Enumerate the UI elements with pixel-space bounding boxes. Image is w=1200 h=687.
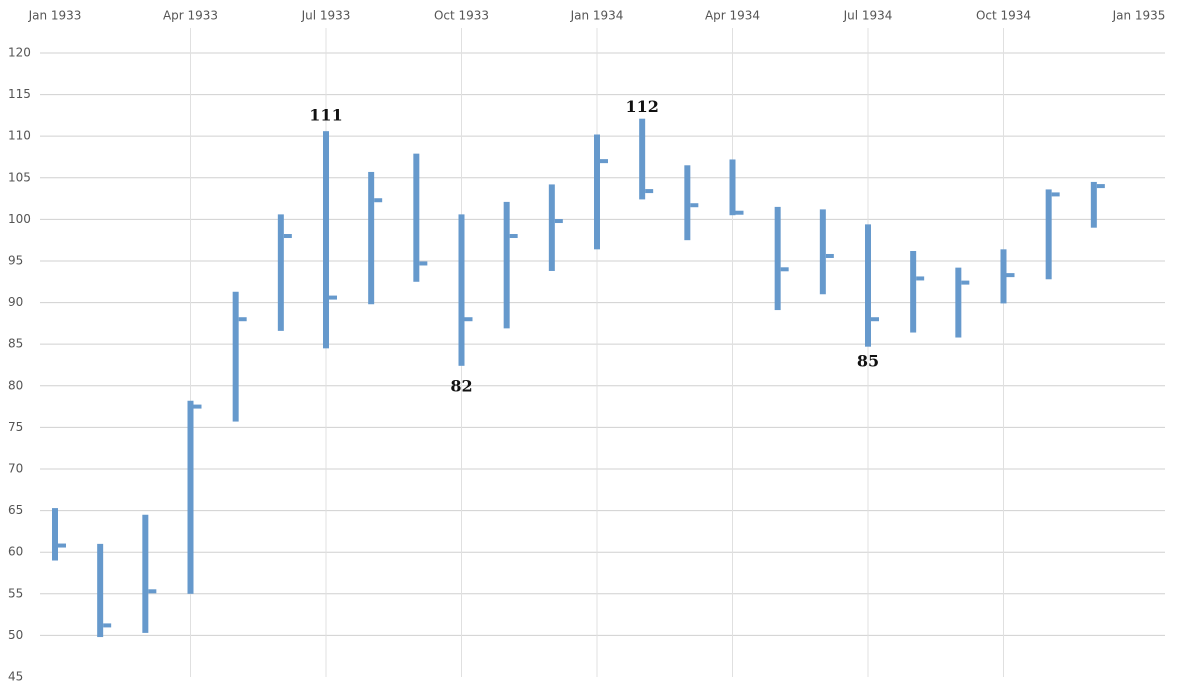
y-tick-label: 75 (8, 420, 23, 434)
hl-bar (1045, 189, 1052, 280)
annotation: 82 (450, 377, 472, 396)
close-tick (825, 253, 834, 258)
y-tick-label: 100 (8, 212, 31, 226)
hl-bar (684, 165, 691, 241)
close-tick (193, 404, 202, 409)
close-tick (961, 280, 970, 285)
close-tick (1096, 184, 1105, 189)
y-tick-label: 55 (8, 586, 23, 600)
close-tick (464, 317, 473, 322)
y-tick-label: 110 (8, 129, 31, 143)
close-tick (58, 543, 66, 548)
hl-bar (594, 134, 600, 250)
y-tick-label: 60 (8, 545, 23, 559)
hl-bar (865, 224, 871, 347)
hl-bar (232, 291, 239, 422)
close-tick (735, 210, 744, 215)
close-tick (509, 234, 518, 239)
close-tick (148, 589, 157, 594)
hl-bar (277, 214, 284, 331)
hl-bar (729, 159, 736, 216)
hl-bar (819, 209, 826, 295)
annotation: 111 (309, 105, 342, 124)
hl-bar (458, 214, 465, 366)
x-tick-label: Oct 1933 (434, 9, 489, 23)
hl-bar (97, 543, 104, 638)
y-tick-label: 85 (8, 337, 23, 351)
y-tick-label: 45 (8, 670, 23, 684)
close-tick (1051, 192, 1060, 197)
close-tick (103, 623, 112, 628)
x-tick-label: Jan 1935 (1112, 9, 1166, 23)
x-tick-label: Jan 1934 (570, 9, 624, 23)
hl-bar (955, 267, 962, 338)
x-tick-label: Apr 1934 (705, 9, 760, 23)
hl-bar (1090, 181, 1097, 228)
hl-bar (323, 131, 329, 349)
hl-bar (639, 118, 646, 200)
close-tick (329, 295, 337, 300)
hl-bar (548, 184, 555, 271)
x-tick-label: Jul 1933 (301, 9, 351, 23)
close-tick (1006, 273, 1015, 278)
hl-bar (142, 514, 149, 633)
hl-bar (413, 153, 420, 282)
x-tick-label: Oct 1934 (976, 9, 1031, 23)
y-tick-label: 115 (8, 87, 31, 101)
y-tick-label: 95 (8, 253, 23, 267)
close-tick (419, 261, 428, 266)
close-tick (690, 203, 699, 208)
hl-bar (52, 508, 58, 561)
annotation: 112 (625, 97, 658, 116)
hl-bar (774, 206, 781, 311)
close-tick (780, 267, 789, 272)
close-tick (238, 317, 247, 322)
hl-bar (187, 400, 194, 594)
hl-bar (503, 201, 510, 329)
annotation: 85 (857, 352, 879, 371)
y-tick-label: 70 (8, 461, 23, 475)
y-tick-label: 65 (8, 503, 23, 517)
x-tick-label: Apr 1933 (163, 9, 218, 23)
y-tick-label: 120 (8, 45, 31, 59)
close-tick (600, 159, 608, 164)
hl-bar (368, 171, 375, 305)
hl-bar (910, 250, 917, 333)
close-tick (554, 219, 563, 224)
close-tick (645, 189, 654, 194)
x-tick-label: Jan 1933 (28, 9, 82, 23)
y-tick-label: 105 (8, 170, 31, 184)
y-tick-label: 80 (8, 378, 23, 392)
y-tick-label: 50 (8, 628, 23, 642)
close-tick (374, 198, 383, 203)
close-tick (916, 276, 925, 281)
y-tick-label: 90 (8, 295, 23, 309)
x-tick-label: Jul 1934 (843, 9, 893, 23)
close-tick (283, 234, 292, 239)
hl-bar (1000, 249, 1007, 304)
close-tick (871, 317, 879, 322)
